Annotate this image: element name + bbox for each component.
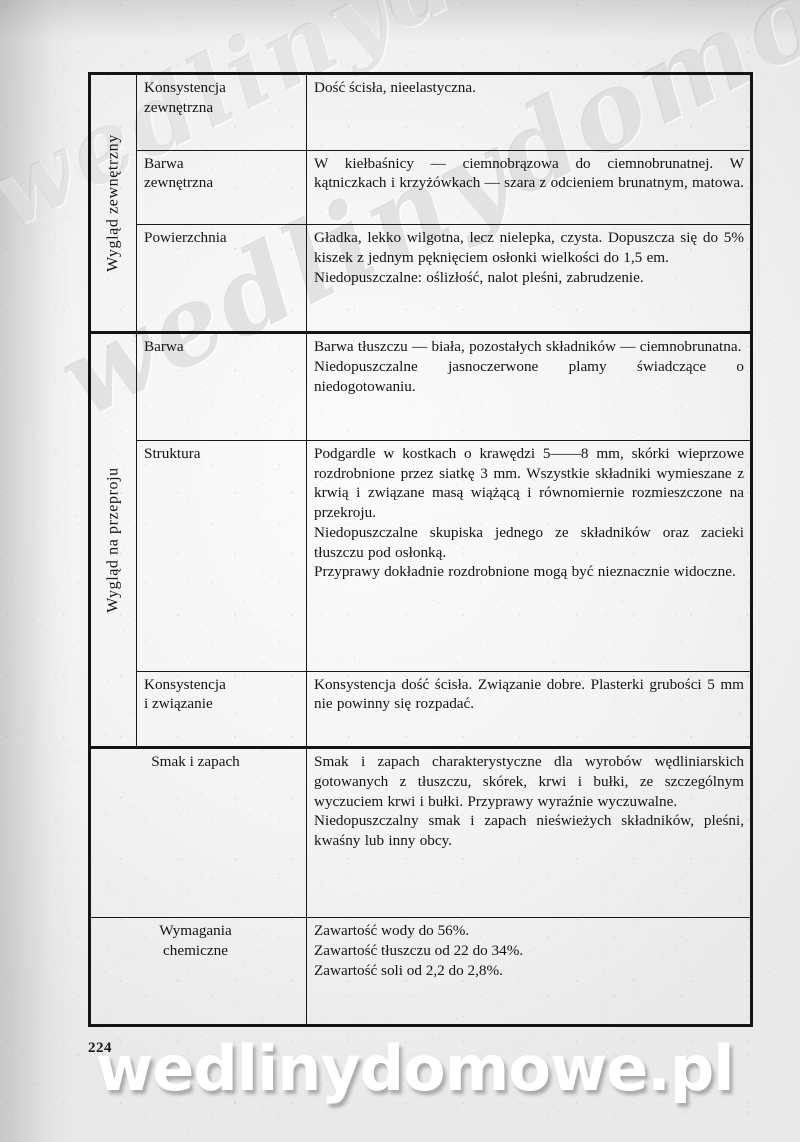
body-paragraph: Barwa tłuszczu — biała, pozostałych skła…: [314, 338, 742, 356]
table-row: Wymagania chemiczne Zawartość wody do 56…: [88, 917, 753, 1027]
row-body-struktura: Podgardle w kostkach o krawędzi 5——8 mm,…: [306, 440, 753, 672]
row-label-line-1: Konsystencja: [144, 675, 226, 693]
body-paragraph: Konsystencja dość ścisła. Związanie dobr…: [314, 675, 744, 713]
row-body-smak-i-zapach: Smak i zapach charakterystyczne dla wyro…: [306, 747, 753, 919]
table-row: Smak i zapach Smak i zapach charakteryst…: [88, 747, 753, 919]
body-paragraph: Niedopuszczalne skupiska jednego ze skła…: [314, 523, 744, 561]
body-paragraph: Zawartość wody do 56%.: [314, 922, 470, 940]
row-body-wymagania-chemiczne: Zawartość wody do 56%. Zawartość tłuszcz…: [306, 917, 753, 1027]
row-label-line-1: Smak i zapach: [151, 753, 240, 771]
row-body-barwa: Barwa tłuszczu — biała, pozostałych skła…: [306, 332, 753, 441]
table-row: Struktura Podgardle w kostkach o krawędz…: [90, 440, 753, 672]
row-label-line-2: i związanie: [144, 695, 213, 713]
row-label-konsystencja-zewnetrzna: Konsystencja zewnętrzna: [136, 72, 307, 151]
row-body-konsystencja-i-zwiazanie: Konsystencja dość ścisła. Związanie dobr…: [306, 671, 753, 750]
row-body-powierzchnia: Gładka, lekko wilgotna, lecz nielepka, c…: [306, 224, 753, 335]
table-row: Konsystencja i związanie Konsystencja do…: [90, 671, 753, 750]
row-label-wymagania-chemiczne: Wymagania chemiczne: [88, 917, 307, 1027]
table-row: Wygląd zewnętrzny Konsystencja zewnętrzn…: [88, 71, 753, 335]
group-label-wyglad-zewnetrzny: Wygląd zewnętrzny: [88, 71, 137, 335]
row-label-line-2: chemiczne: [163, 942, 228, 959]
group-label-text: Wygląd zewnętrzny: [104, 134, 122, 272]
body-paragraph: Niedopuszczalne jasnoczerwone plamy świa…: [314, 357, 744, 395]
row-body-konsystencja-zewnetrzna: Dość ścisła, nieelastyczna.: [306, 72, 753, 151]
row-label-barwa: Barwa: [136, 332, 307, 441]
bottom-watermark: wedlinydomowe.pl: [96, 1032, 734, 1105]
row-label-line-1: Wymagania: [159, 922, 232, 940]
body-paragraph: Niedopuszczalne: oślizłość, nalot pleśni…: [314, 268, 644, 286]
body-paragraph: W kiełbaśnicy — ciemnobrązowa do ciemnob…: [314, 154, 744, 192]
table-row: Powierzchnia Gładka, lekko wilgotna, lec…: [90, 224, 753, 335]
body-paragraph: Podgardle w kostkach o krawędzi 5——8 mm,…: [314, 444, 744, 522]
body-paragraph: Przyprawy dokładnie rozdrobnione mogą by…: [314, 563, 736, 581]
row-label-line-1: Konsystencja: [144, 79, 226, 96]
row-label-konsystencja-i-zwiazanie: Konsystencja i związanie: [136, 671, 307, 750]
scan-gutter-shadow: [0, 0, 74, 1142]
body-paragraph: Zawartość tłuszczu od 22 do 34%.: [314, 942, 524, 959]
table-row: Wygląd na przeproju Barwa Barwa tłuszczu…: [88, 332, 753, 750]
page-number: 224: [88, 1040, 112, 1056]
row-label-line-1: Barwa: [144, 338, 184, 356]
row-label-struktura: Struktura: [136, 440, 307, 672]
body-paragraph: Niedopuszczalny smak i zapach nieświeżyc…: [314, 812, 744, 850]
row-label-powierzchnia: Powierzchnia: [136, 224, 307, 335]
scan-top-shadow: [0, 0, 800, 40]
body-paragraph: Smak i zapach charakterystyczne dla wyro…: [314, 753, 744, 810]
row-label-line-1: Barwa: [144, 154, 184, 172]
body-paragraph: Zawartość soli od 2,2 do 2,8%.: [314, 961, 503, 979]
row-label-barwa-zewnetrzna: Barwa zewnętrzna: [136, 150, 307, 226]
body-paragraph: Dość ścisła, nieelastyczna.: [314, 79, 476, 96]
row-label-line-2: zewnętrzna: [144, 98, 214, 116]
row-label-line-1: Powierzchnia: [144, 229, 227, 247]
row-label-line-1: Struktura: [144, 444, 201, 462]
row-body-barwa-zewnetrzna: W kiełbaśnicy — ciemnobrązowa do ciemnob…: [306, 150, 753, 226]
row-label-line-2: zewnętrzna: [144, 174, 214, 192]
group-label-text: Wygląd na przeproju: [104, 467, 122, 613]
specification-table-wrapper: Wygląd zewnętrzny Konsystencja zewnętrzn…: [88, 71, 753, 1027]
table-row: Barwa zewnętrzna W kiełbaśnicy — ciemnob…: [90, 150, 753, 226]
row-label-smak-i-zapach: Smak i zapach: [88, 747, 307, 919]
specification-table: Wygląd zewnętrzny Konsystencja zewnętrzn…: [88, 71, 753, 1027]
group-label-wyglad-na-przekroju: Wygląd na przeproju: [88, 332, 137, 750]
body-paragraph: Gładka, lekko wilgotna, lecz nielepka, c…: [314, 229, 744, 267]
